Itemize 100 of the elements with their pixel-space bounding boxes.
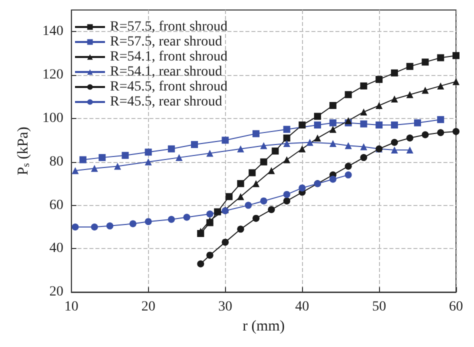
- y-tick-label: 80: [49, 154, 64, 170]
- point: [376, 102, 383, 109]
- y-tick-label: 120: [42, 68, 64, 83]
- point: [144, 158, 152, 166]
- point: [329, 126, 336, 133]
- point: [329, 140, 336, 147]
- point: [283, 190, 290, 198]
- point: [344, 171, 352, 178]
- x-tick-label: 40: [295, 300, 310, 315]
- point: [360, 143, 368, 150]
- legend-label: R=45.5, rear shroud: [110, 94, 222, 110]
- point: [329, 102, 336, 109]
- point: [406, 146, 414, 154]
- point: [422, 86, 429, 94]
- point: [260, 158, 268, 166]
- point: [176, 154, 183, 162]
- point: [283, 134, 290, 142]
- point: [314, 112, 322, 120]
- point: [144, 218, 152, 226]
- point: [298, 184, 306, 192]
- x-axis-title: r (mm): [242, 318, 285, 334]
- y-tick-label: 40: [49, 241, 64, 256]
- point: [268, 206, 275, 214]
- point: [168, 216, 175, 223]
- point: [414, 119, 422, 126]
- point: [90, 164, 98, 172]
- point: [283, 197, 290, 204]
- point: [214, 208, 222, 216]
- point: [98, 154, 106, 162]
- point: [390, 95, 398, 102]
- point: [260, 197, 268, 204]
- legend-label: R=54.1, rear shroud: [110, 64, 222, 80]
- point: [314, 122, 322, 129]
- point: [390, 69, 398, 76]
- point: [422, 131, 429, 138]
- point: [298, 145, 306, 152]
- point: [406, 91, 414, 98]
- point: [190, 141, 198, 148]
- point: [206, 150, 214, 157]
- point: [344, 142, 352, 150]
- x-tick-label: 50: [372, 300, 386, 315]
- point: [197, 228, 204, 235]
- point: [197, 260, 204, 268]
- point: [183, 214, 190, 221]
- y-tick-label: 60: [49, 198, 64, 213]
- point: [452, 128, 460, 136]
- point: [72, 167, 79, 174]
- point: [283, 156, 290, 164]
- point: [129, 220, 136, 228]
- point: [252, 180, 260, 188]
- x-tick-label: 30: [218, 300, 232, 315]
- point: [283, 126, 290, 133]
- point: [344, 162, 352, 170]
- x-tick-label: 10: [64, 300, 78, 315]
- point: [344, 91, 352, 98]
- point: [437, 82, 444, 90]
- point: [106, 222, 114, 230]
- point: [168, 145, 175, 152]
- legend-label: R=57.5, front shroud: [110, 20, 228, 34]
- point: [437, 54, 444, 62]
- point: [206, 216, 214, 224]
- legend-label: R=45.5, front shroud: [110, 80, 228, 94]
- point: [360, 154, 368, 162]
- point: [144, 148, 152, 156]
- point: [298, 122, 306, 129]
- y-tick-label: 100: [42, 111, 64, 126]
- point: [406, 62, 414, 70]
- point: [422, 58, 429, 66]
- point: [306, 138, 314, 146]
- point: [452, 78, 460, 86]
- point: [360, 82, 368, 90]
- point: [272, 148, 279, 155]
- point: [79, 156, 86, 164]
- point: [90, 224, 98, 230]
- point: [237, 180, 244, 188]
- x-tick-label: 60: [449, 300, 463, 315]
- legend-label: R=57.5, rear shroud: [110, 34, 222, 50]
- point: [390, 146, 398, 154]
- x-tick-label: 20: [141, 300, 156, 315]
- y-tick-label: 20: [49, 284, 64, 300]
- point: [260, 142, 268, 150]
- point: [122, 152, 129, 159]
- y-axis-title: Ps (kPa): [16, 126, 32, 176]
- point: [206, 210, 214, 218]
- y-tick-label: 140: [42, 24, 64, 40]
- point: [452, 52, 460, 60]
- point: [114, 162, 122, 170]
- point: [226, 193, 233, 200]
- point: [237, 193, 244, 200]
- point: [237, 145, 244, 152]
- point: [72, 224, 79, 230]
- point: [390, 138, 398, 146]
- point: [283, 140, 290, 147]
- point: [437, 116, 444, 124]
- point: [222, 136, 229, 144]
- point: [248, 169, 256, 176]
- point: [252, 130, 260, 138]
- point: [360, 120, 368, 128]
- legend-label: R=54.1, front shroud: [110, 50, 228, 64]
- point: [237, 226, 244, 233]
